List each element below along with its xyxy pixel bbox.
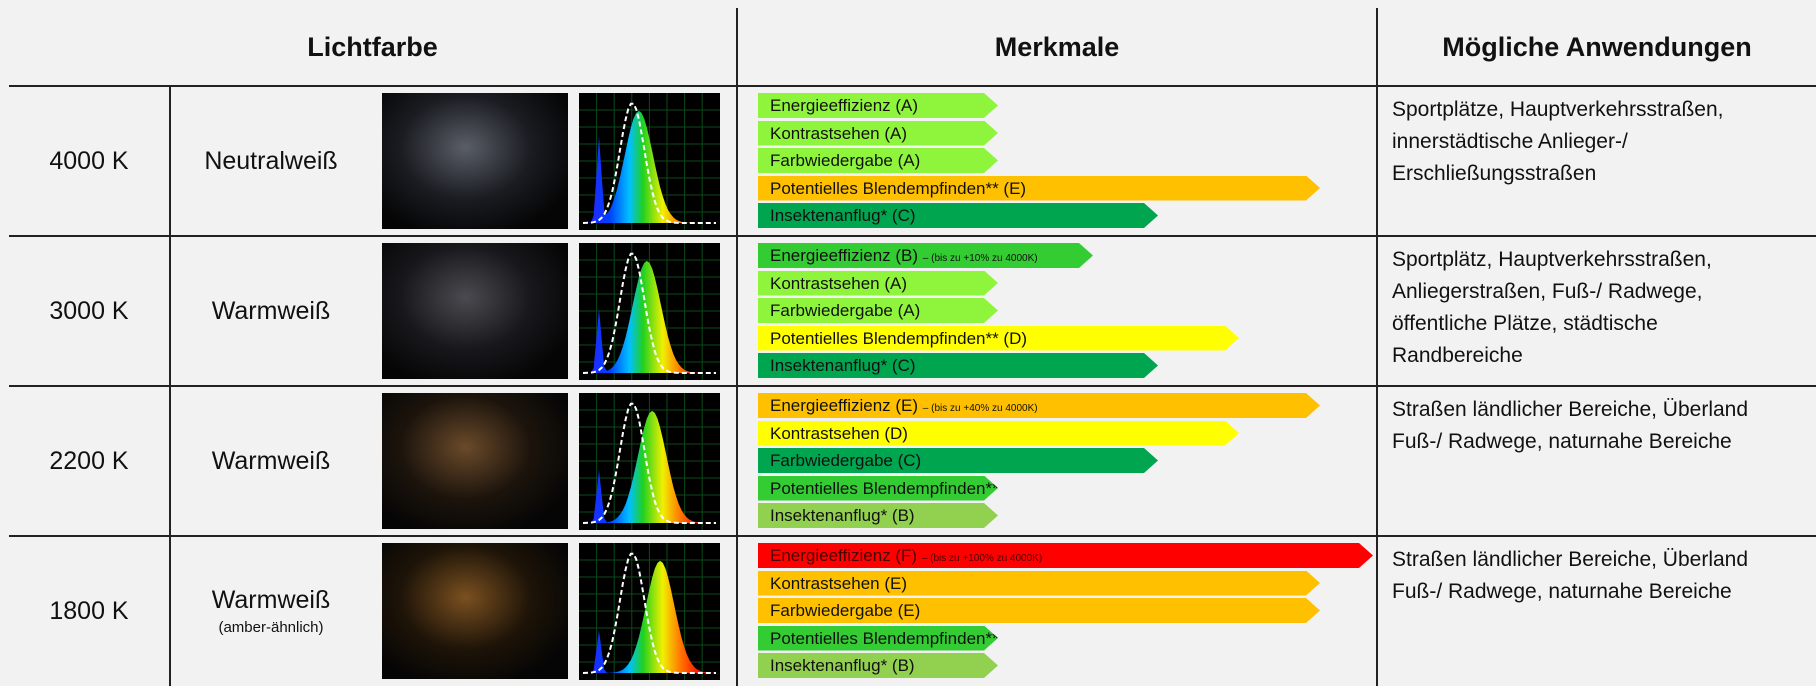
spectrum bbox=[579, 393, 720, 530]
feature-arrow: Energieeffizienz (B) – (bis zu +10% zu 4… bbox=[758, 243, 1093, 268]
feature-text: Kontrastsehen (A) bbox=[770, 124, 907, 143]
feature-text: Kontrastsehen (A) bbox=[770, 274, 907, 293]
feature-text: Farbwiedergabe (E) bbox=[770, 601, 920, 620]
header-merkmale: Merkmale bbox=[738, 9, 1376, 86]
application-line: Sportplätz, Hauptverkehrsstraßen, bbox=[1392, 244, 1712, 276]
feature-text: Farbwiedergabe (A) bbox=[770, 151, 920, 170]
feature-text: Kontrastsehen (E) bbox=[770, 574, 907, 593]
application-line: Erschließungsstraßen bbox=[1392, 158, 1724, 190]
application-line: Anliegerstraßen, Fuß-/ Radwege, bbox=[1392, 276, 1712, 308]
spectrum-graphic bbox=[579, 93, 720, 230]
application-line: Fuß-/ Radwege, naturnahe Bereiche bbox=[1392, 576, 1748, 608]
feature-arrow: Energieeffizienz (F) – (bis zu +100% zu … bbox=[758, 543, 1373, 568]
header-anwendungen: Mögliche Anwendungen bbox=[1378, 9, 1816, 86]
feature-text: Farbwiedergabe (C) bbox=[770, 451, 921, 470]
feature-arrow: Insektenanflug* (B) bbox=[758, 503, 998, 528]
feature-arrow: Kontrastsehen (E) bbox=[758, 571, 1320, 596]
temperature: 3000 K bbox=[9, 236, 169, 386]
feature-text: Insektenanflug* (B) bbox=[770, 506, 915, 525]
spectrum-graphic bbox=[579, 393, 720, 530]
application-line: Straßen ländlicher Bereiche, Überland bbox=[1392, 544, 1748, 576]
application-line: öffentliche Plätze, städtische bbox=[1392, 308, 1712, 340]
feature-text: Potentielles Blendempfinden** (B) bbox=[770, 479, 1026, 498]
applications: Sportplätz, Hauptverkehrsstraßen,Anliege… bbox=[1392, 244, 1712, 372]
color-note: (amber-ähnlich) bbox=[218, 619, 323, 636]
feature-arrow: Insektenanflug* (C) bbox=[758, 353, 1158, 378]
feature-arrow: Potentielles Blendempfinden** (E) bbox=[758, 176, 1320, 201]
color-name: Warmweiß bbox=[212, 297, 331, 326]
feature-text: Potentielles Blendempfinden** (B) bbox=[770, 629, 1026, 648]
feature-text: Insektenanflug* (C) bbox=[770, 206, 916, 225]
color-cell: Neutralweiß bbox=[171, 86, 371, 236]
feature-arrow: Farbwiedergabe (C) bbox=[758, 448, 1158, 473]
feature-text: Potentielles Blendempfinden** (E) bbox=[770, 179, 1026, 198]
street-photo bbox=[382, 93, 568, 229]
feature-arrow: Farbwiedergabe (E) bbox=[758, 598, 1320, 623]
color-cell: Warmweiß bbox=[171, 386, 371, 536]
feature-text: Energieeffizienz (B) bbox=[770, 246, 918, 265]
temperature: 4000 K bbox=[9, 86, 169, 236]
feature-arrow: Insektenanflug* (C) bbox=[758, 203, 1158, 228]
feature-arrow: Insektenanflug* (B) bbox=[758, 653, 998, 678]
feature-arrow: Potentielles Blendempfinden** (B) bbox=[758, 476, 998, 501]
feature-arrow: Farbwiedergabe (A) bbox=[758, 148, 998, 173]
application-line: innerstädtische Anlieger-/ bbox=[1392, 126, 1724, 158]
divider bbox=[736, 8, 738, 686]
feature-text: Insektenanflug* (B) bbox=[770, 656, 915, 675]
feature-arrow: Potentielles Blendempfinden** (B) bbox=[758, 626, 998, 651]
color-cell: Warmweiß bbox=[171, 236, 371, 386]
feature-note: – (bis zu +100% zu 4000K) bbox=[922, 553, 1042, 564]
color-name: Warmweiß bbox=[212, 447, 331, 476]
spectrum-graphic bbox=[579, 543, 720, 680]
street-photo bbox=[382, 393, 568, 529]
application-line: Randbereiche bbox=[1392, 340, 1712, 372]
feature-text: Kontrastsehen (D) bbox=[770, 424, 908, 443]
application-line: Sportplätze, Hauptverkehrsstraßen, bbox=[1392, 94, 1724, 126]
color-cell: Warmweiß (amber-ähnlich) bbox=[171, 536, 371, 686]
street-photo bbox=[382, 543, 568, 679]
feature-arrow: Energieeffizienz (A) bbox=[758, 93, 998, 118]
street-photo bbox=[382, 243, 568, 379]
spectrum bbox=[579, 93, 720, 230]
spectrum-graphic bbox=[579, 243, 720, 380]
feature-text: Potentielles Blendempfinden** (D) bbox=[770, 329, 1027, 348]
divider bbox=[1376, 8, 1378, 686]
applications: Sportplätze, Hauptverkehrsstraßen,inners… bbox=[1392, 94, 1724, 190]
feature-text: Energieeffizienz (A) bbox=[770, 96, 918, 115]
feature-text: Insektenanflug* (C) bbox=[770, 356, 916, 375]
feature-arrow: Kontrastsehen (D) bbox=[758, 421, 1239, 446]
feature-text: Energieeffizienz (F) bbox=[770, 546, 917, 565]
feature-arrow: Kontrastsehen (A) bbox=[758, 271, 998, 296]
feature-arrow: Energieeffizienz (E) – (bis zu +40% zu 4… bbox=[758, 393, 1320, 418]
feature-arrow: Kontrastsehen (A) bbox=[758, 121, 998, 146]
feature-text: Energieeffizienz (E) bbox=[770, 396, 918, 415]
color-name: Warmweiß bbox=[212, 586, 331, 615]
temperature: 2200 K bbox=[9, 386, 169, 536]
feature-arrow: Farbwiedergabe (A) bbox=[758, 298, 998, 323]
temperature: 1800 K bbox=[9, 536, 169, 686]
application-line: Straßen ländlicher Bereiche, Überland bbox=[1392, 394, 1748, 426]
spectrum bbox=[579, 243, 720, 380]
color-name: Neutralweiß bbox=[204, 147, 337, 176]
feature-arrow: Potentielles Blendempfinden** (D) bbox=[758, 326, 1239, 351]
feature-text: Farbwiedergabe (A) bbox=[770, 301, 920, 320]
feature-note: – (bis zu +40% zu 4000K) bbox=[923, 403, 1038, 414]
header-lichtfarbe: Lichtfarbe bbox=[9, 9, 736, 86]
page: Lichtfarbe Merkmale Mögliche Anwendungen… bbox=[0, 0, 1816, 686]
feature-note: – (bis zu +10% zu 4000K) bbox=[923, 253, 1038, 264]
application-line: Fuß-/ Radwege, naturnahe Bereiche bbox=[1392, 426, 1748, 458]
spectrum bbox=[579, 543, 720, 680]
